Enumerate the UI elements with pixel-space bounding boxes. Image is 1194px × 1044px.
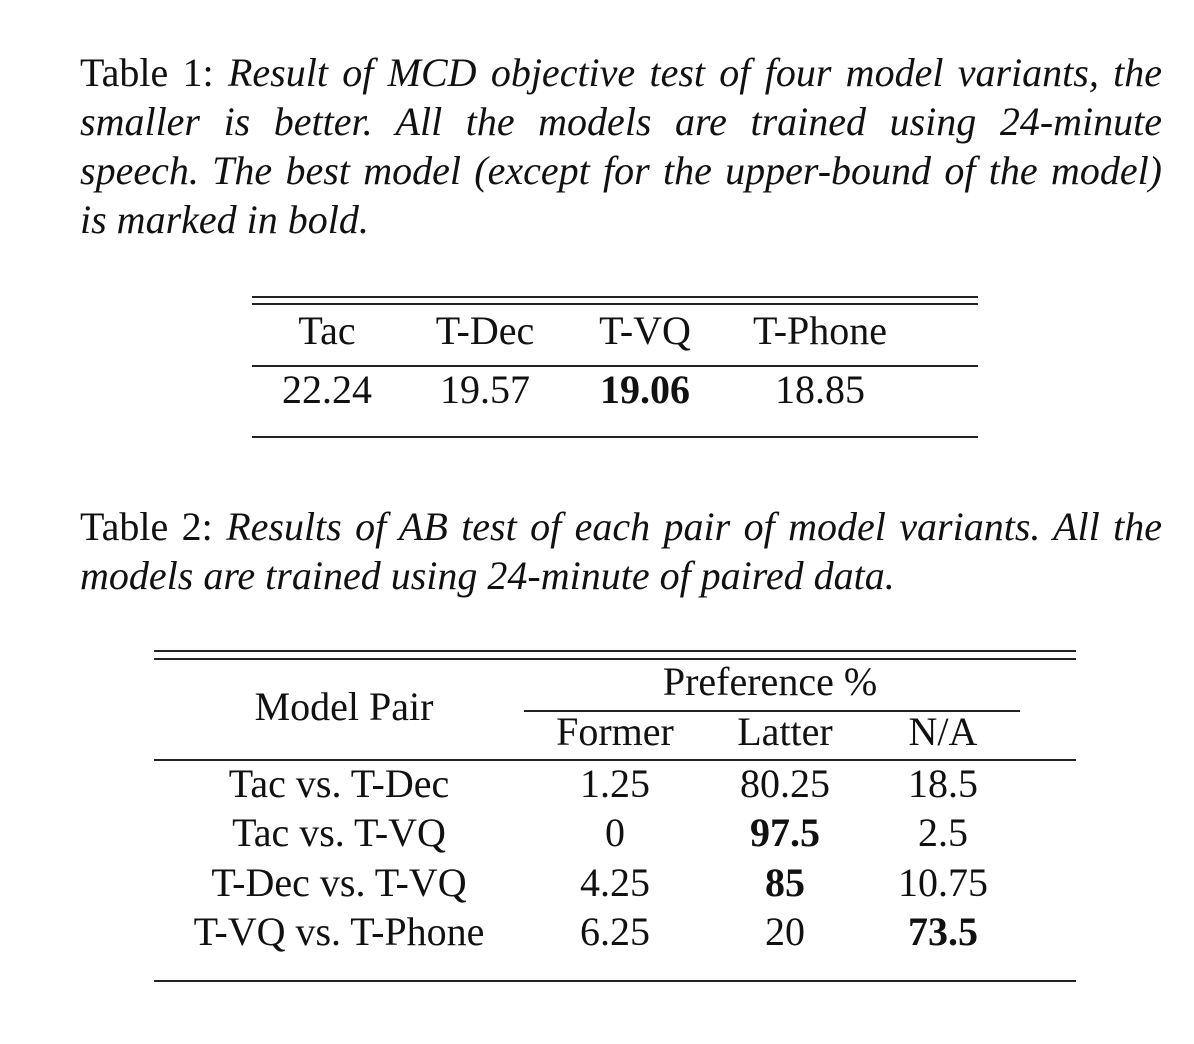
table1-caption-label: Table 1:	[80, 50, 214, 95]
table1-caption-text: Result of MCD objective test of four mod…	[80, 50, 1162, 242]
table2-mid-rule	[154, 759, 1076, 761]
table1-value-tphone: 18.85	[775, 367, 865, 412]
table2-row4-latter: 20	[765, 909, 805, 954]
table2-row3-na: 10.75	[898, 860, 988, 905]
table2-row1-former: 1.25	[580, 761, 650, 806]
table1-caption: Table 1: Result of MCD objective test of…	[80, 48, 1162, 244]
table1-top-rule-1	[252, 296, 978, 298]
table1-header-tac: Tac	[298, 308, 356, 353]
table2-row2-latter: 97.5	[750, 810, 820, 855]
table2-row2-former: 0	[605, 810, 625, 855]
table2-caption-text: Results of AB test of each pair of model…	[80, 504, 1163, 598]
table2-row1-na: 18.5	[908, 761, 978, 806]
table1-bottom-rule	[252, 436, 978, 438]
table2-row4-na: 73.5	[908, 909, 978, 954]
table2-header-preference: Preference %	[662, 659, 878, 704]
table2-top-rule-1	[154, 650, 1076, 652]
table2-row1-latter: 80.25	[740, 761, 830, 806]
table2-bottom-rule	[154, 980, 1076, 982]
table2-header-model-pair: Model Pair	[254, 684, 434, 729]
table2-header-latter: Latter	[737, 709, 833, 754]
table2-row3-pair: T-Dec vs. T-VQ	[211, 860, 467, 905]
table2-row4-former: 6.25	[580, 909, 650, 954]
table2-row2-na: 2.5	[918, 810, 968, 855]
table1-header-tvq: T-VQ	[599, 308, 691, 353]
table2-row4-pair: T-VQ vs. T-Phone	[193, 909, 485, 954]
table2-row3-latter: 85	[765, 860, 805, 905]
table2-top-rule-2	[154, 658, 1076, 660]
table1-header-tphone: T-Phone	[752, 308, 888, 353]
table1-value-tvq: 19.06	[600, 367, 690, 412]
table2-caption: Table 2: Results of AB test of each pair…	[80, 502, 1162, 600]
table2-caption-label: Table 2:	[80, 504, 213, 549]
table1-value-tdec: 19.57	[440, 367, 530, 412]
table2-header-na: N/A	[908, 709, 978, 754]
table1-mid-rule	[252, 365, 978, 367]
table2-group-rule	[524, 710, 1020, 712]
table2-row2-pair: Tac vs. T-VQ	[232, 810, 446, 855]
table2-row3-former: 4.25	[580, 860, 650, 905]
table1-header-tdec: T-Dec	[435, 308, 535, 353]
table2-row1-pair: Tac vs. T-Dec	[228, 761, 450, 806]
table1-top-rule-2	[252, 303, 978, 305]
table2-header-former: Former	[556, 709, 674, 754]
table1-value-tac: 22.24	[282, 367, 372, 412]
